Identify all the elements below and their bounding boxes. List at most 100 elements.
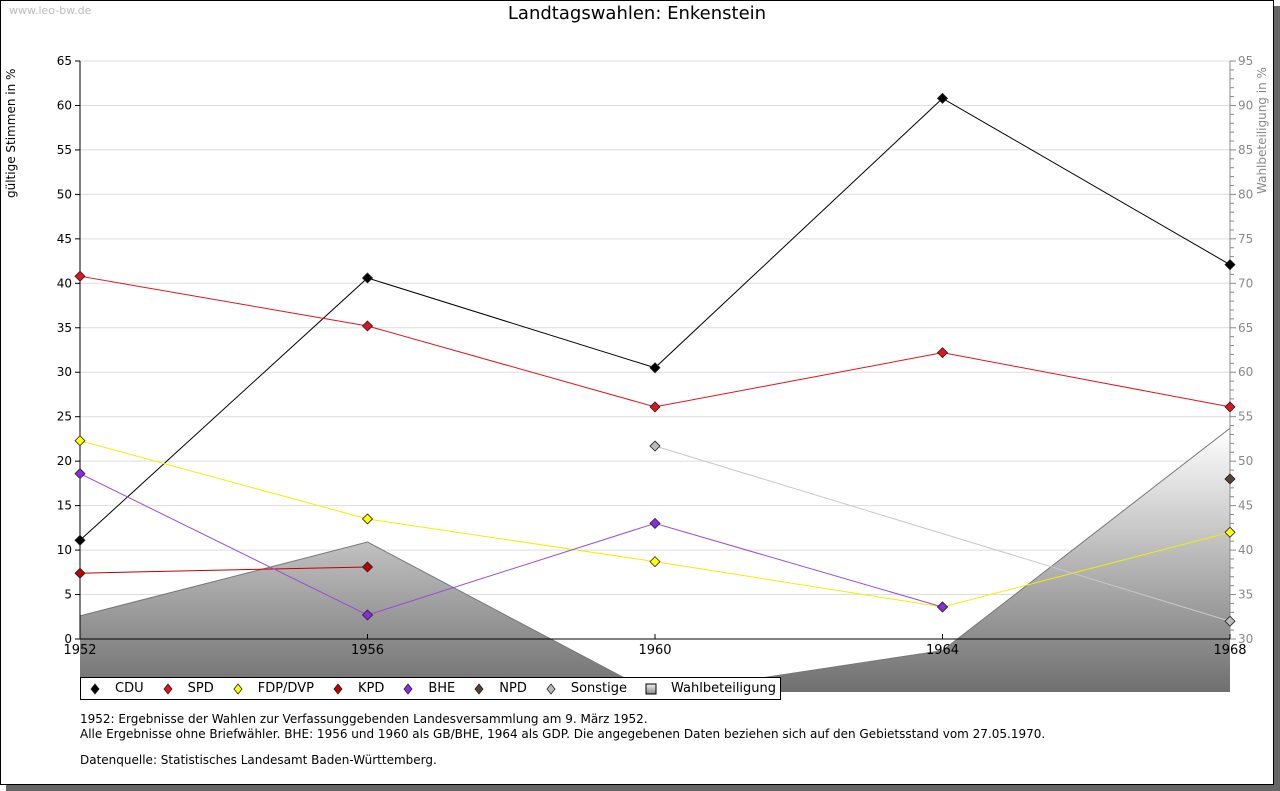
y-axis-label-right: Wahlbeteiligung in % (1255, 67, 1269, 194)
series-line-sonstige (654, 445, 1231, 622)
x-tick-label: 1960 (638, 643, 671, 658)
series-line-kpd (79, 566, 368, 574)
legend: CDU SPD FDP/DVP KPD BHE NPD Sonstige Wah… (80, 677, 782, 700)
y-tick-labels-left: 0 5 10 15 20 25 30 35 40 45 50 55 60 65 (57, 54, 72, 646)
data-point-spd (361, 320, 374, 332)
data-point-cdu (649, 362, 661, 374)
legend-label: KPD (357, 681, 385, 696)
data-point-cdu (1224, 259, 1236, 271)
y-tick-label-right: 65 (1238, 321, 1253, 335)
data-point-cdu (361, 272, 374, 284)
legend-marker-sonstige (546, 682, 556, 695)
y-tick-label-left: 10 (57, 543, 72, 557)
data-point-sonstige (649, 440, 661, 452)
legend-item-npd: NPD (473, 681, 527, 696)
legend-label: CDU (115, 681, 144, 696)
data-point-bhe (936, 601, 949, 613)
x-tick-label: 1956 (351, 643, 384, 658)
y-tick-label-right: 30 (1238, 632, 1253, 646)
y-tick-label-left: 25 (57, 410, 72, 424)
y-tick-label-left: 55 (57, 143, 72, 157)
y-tick-label-right: 95 (1238, 54, 1253, 68)
legend-item-fdp-dvp: FDP/DVP (232, 681, 314, 696)
data-point-spd (649, 401, 661, 413)
legend-item-sonstige: Sonstige (545, 681, 627, 696)
x-tick-label: 1968 (1213, 643, 1246, 658)
data-point-fdp-dvp (649, 556, 661, 568)
y-tick-label-right: 75 (1238, 232, 1253, 246)
watermark: www.leo-bw.de (9, 4, 92, 17)
legend-item-cdu: CDU (89, 681, 144, 696)
data-point-spd (1224, 401, 1236, 413)
y-tick-label-right: 85 (1238, 143, 1253, 157)
data-point-sonstige (1224, 615, 1236, 627)
series-markers (74, 92, 1236, 627)
y-tick-label-right: 60 (1238, 365, 1253, 379)
legend-item-spd: SPD (162, 681, 214, 696)
legend-item-kpd: KPD (332, 681, 384, 696)
y-tick-label-left: 60 (57, 98, 72, 112)
y-tick-label-left: 40 (57, 276, 72, 290)
y-axis-label-left: gültige Stimmen in % (4, 68, 18, 198)
data-point-bhe (74, 468, 86, 480)
data-point-npd (1224, 473, 1236, 485)
y-tick-label-right: 50 (1238, 454, 1253, 468)
axes (75, 60, 1236, 640)
legend-item-wahlbeteiligung: Wahlbeteiligung (645, 681, 776, 696)
y-tick-label-right: 80 (1238, 187, 1253, 201)
data-point-bhe (649, 517, 661, 529)
chart-plot: 0 5 10 15 20 25 30 35 40 45 50 55 60 65 30 35 40 45 50 55 6… (57, 54, 1253, 695)
footnote-1952: 1952: Ergebnisse der Wahlen zur Verfassu… (80, 712, 648, 726)
series-line-bhe (79, 473, 943, 616)
y-tick-label-right: 90 (1238, 98, 1253, 112)
y-tick-labels-right: 30 35 40 45 50 55 60 65 70 75 80 85 90 95 (1238, 54, 1253, 646)
x-tick-label: 1952 (63, 643, 96, 658)
data-point-kpd (74, 567, 86, 579)
y-tick-label-left: 30 (57, 365, 72, 379)
wahlbeteiligung-area-fill (80, 428, 1230, 695)
legend-label: Sonstige (570, 681, 628, 696)
footnotes: 1952: Ergebnisse der Wahlen zur Verfassu… (80, 712, 1045, 768)
y-tick-label-left: 45 (57, 232, 72, 246)
series-line-spd (79, 275, 1231, 408)
data-point-spd (936, 347, 949, 359)
legend-label: FDP/DVP (257, 681, 314, 696)
legend-marker-bhe (403, 682, 413, 695)
legend-item-bhe: BHE (402, 681, 455, 696)
data-point-kpd (361, 561, 374, 573)
chart-title: Landtagswahlen: Enkenstein (507, 3, 767, 24)
x-tick-label: 1964 (926, 643, 959, 658)
data-point-fdp-dvp (361, 513, 374, 525)
x-tick-labels: 1952 1956 1960 1964 1968 (63, 643, 1246, 658)
footnote-general: Alle Ergebnisse ohne Briefwähler. BHE: 1… (80, 726, 1046, 741)
y-tick-label-left: 20 (57, 454, 72, 468)
y-tick-label-left: 5 (64, 588, 72, 602)
legend-label: BHE (428, 681, 456, 696)
gridlines (80, 60, 1230, 596)
data-point-cdu (74, 534, 86, 546)
footnote-source: Datenquelle: Statistisches Landesamt Bad… (80, 753, 437, 767)
y-tick-label-right: 55 (1238, 410, 1253, 424)
y-tick-label-right: 40 (1238, 543, 1253, 557)
data-point-bhe (361, 609, 374, 621)
data-point-fdp-dvp (1224, 526, 1236, 538)
legend-marker-npd (474, 682, 484, 695)
y-tick-label-left: 50 (57, 187, 72, 201)
y-tick-label-right: 35 (1238, 588, 1253, 602)
legend-marker-cdu (90, 682, 100, 695)
legend-label: Wahlbeteiligung (671, 681, 777, 696)
y-tick-label-left: 35 (57, 321, 72, 335)
legend-label: NPD (499, 681, 527, 696)
legend-label: SPD (187, 681, 214, 696)
legend-marker-spd (163, 682, 173, 695)
legend-marker-fdp-dvp (233, 682, 243, 695)
data-point-cdu (936, 92, 949, 104)
data-point-fdp-dvp (74, 435, 86, 447)
series-line-cdu (79, 97, 1231, 541)
y-tick-label-left: 0 (64, 632, 72, 646)
legend-marker-wahlbeteiligung (645, 683, 657, 694)
data-point-spd (74, 270, 86, 282)
y-tick-label-right: 45 (1238, 499, 1253, 513)
legend-marker-kpd (333, 682, 343, 695)
y-tick-label-right: 70 (1238, 276, 1253, 290)
